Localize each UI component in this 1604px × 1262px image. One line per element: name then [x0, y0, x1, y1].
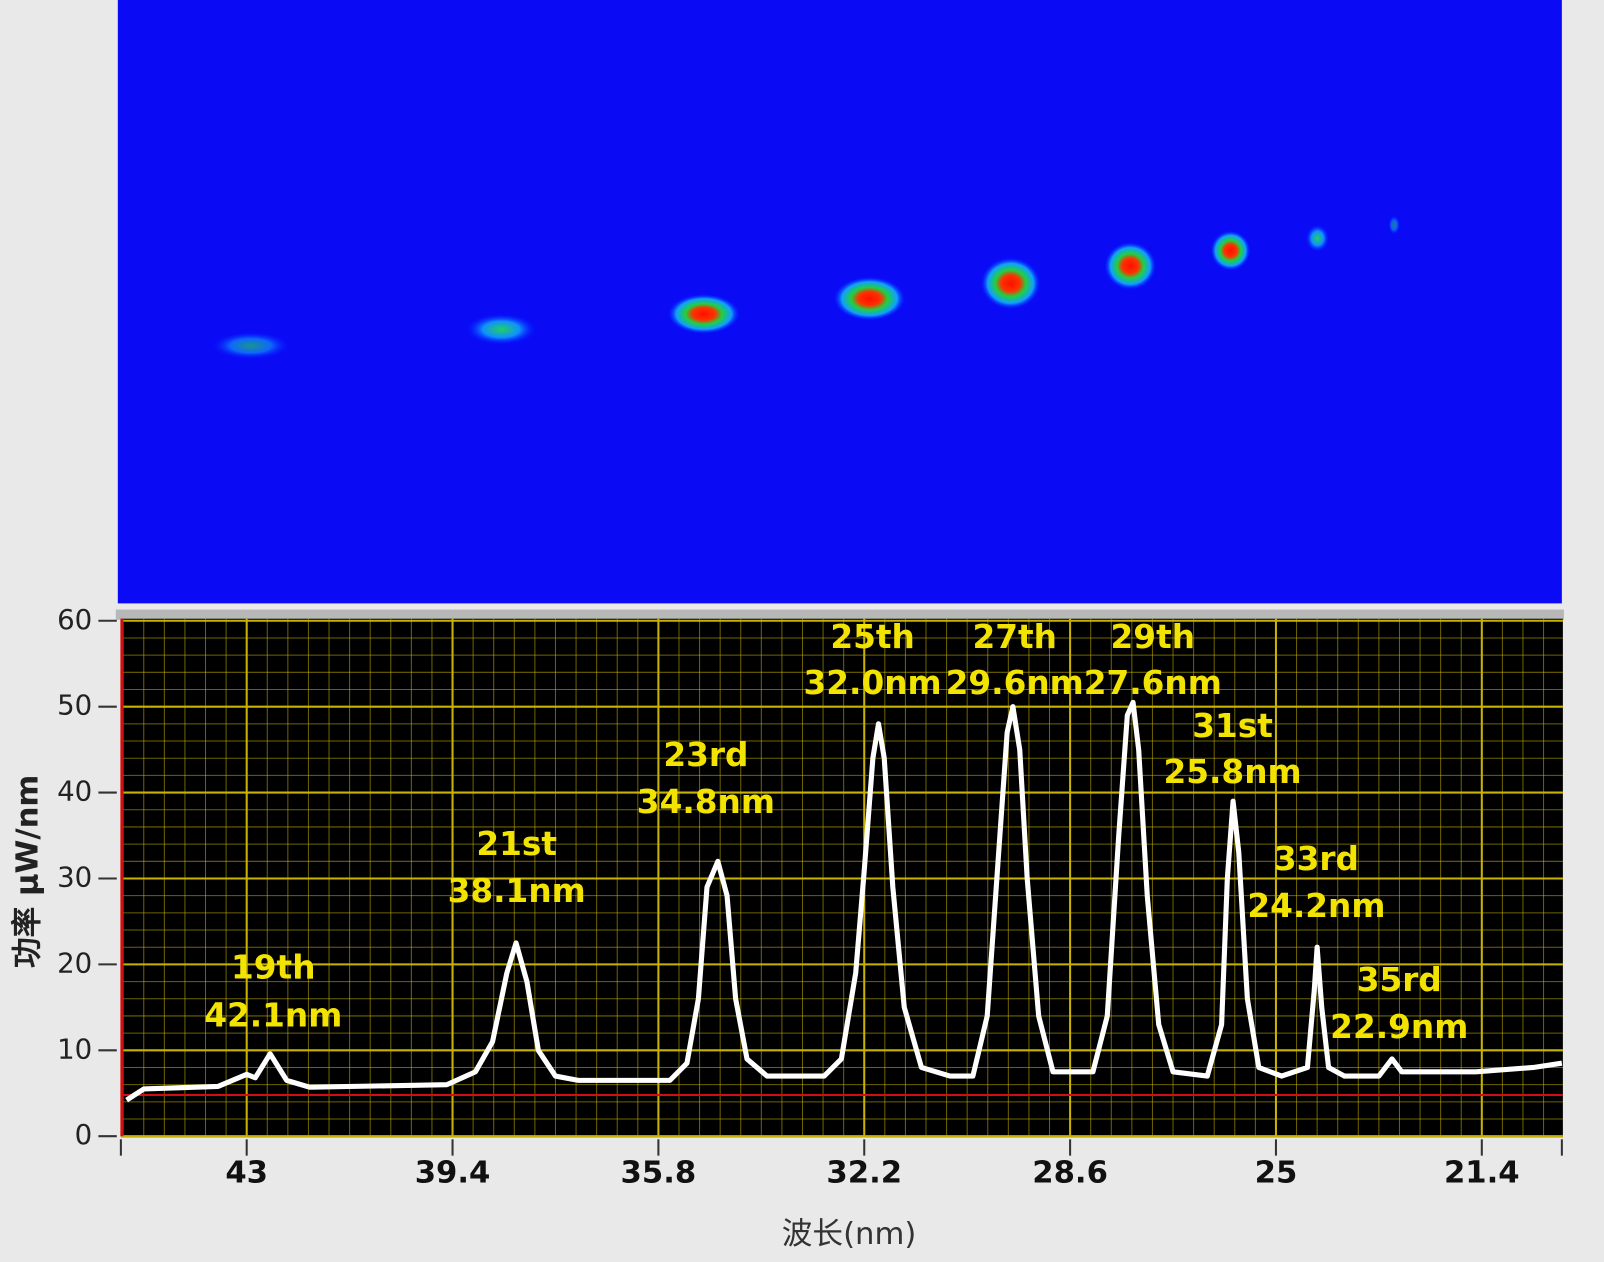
x-tick-label: 28.6: [1032, 1156, 1108, 1191]
x-tick-label: 32.2: [826, 1156, 902, 1191]
peak-wavelength: 22.9nm: [1330, 1008, 1468, 1046]
peak-order: 27th: [972, 618, 1056, 656]
peak-order: 19th: [231, 949, 315, 987]
y-tick-label: 10: [57, 1032, 92, 1065]
peak-wavelength: 42.1nm: [204, 997, 342, 1035]
spot: [832, 276, 907, 322]
y-tick-label: 60: [57, 603, 92, 636]
spectrum-line: [125, 699, 1563, 1103]
peak-order: 35rd: [1357, 961, 1442, 999]
y-axis-label: 功率 μW/nm: [10, 775, 45, 968]
y-tick-label: 40: [57, 775, 92, 808]
detector-image: [117, 0, 1562, 604]
peak-wavelength: 24.2nm: [1247, 887, 1385, 925]
spot: [209, 331, 292, 360]
peak-order: 29th: [1111, 618, 1195, 656]
spot: [1210, 230, 1251, 272]
peak-wavelength: 38.1nm: [448, 872, 586, 910]
spot: [979, 256, 1042, 310]
y-tick-label: 20: [57, 946, 92, 979]
x-tick-label: 35.8: [621, 1156, 697, 1191]
frame: [115, 609, 1564, 620]
y-tick-label: 30: [57, 860, 92, 893]
y-tick-label: 0: [75, 1118, 93, 1151]
x-tick-label: 43: [225, 1156, 268, 1191]
peak-wavelength: 34.8nm: [637, 783, 775, 821]
peak-order: 21st: [476, 825, 557, 863]
spot: [1388, 214, 1401, 236]
peak-wavelength: 29.6nm: [946, 664, 1084, 702]
peak-wavelength: 32.0nm: [804, 664, 942, 702]
peak-order: 23rd: [663, 736, 748, 774]
y-tick-label: 50: [57, 689, 92, 722]
spot: [1103, 241, 1157, 291]
spot: [667, 293, 741, 335]
peak-wavelength: 25.8nm: [1163, 753, 1301, 791]
peak-order: 25th: [830, 618, 914, 656]
x-tick-label: 39.4: [415, 1156, 491, 1191]
plot: 0 10 20 30 40 50 60 43 39.4 35.8 32.2 28.6 25 21.4 19t…: [57, 603, 1563, 1191]
spot: [464, 312, 539, 346]
x-axis-label: 波长(nm): [782, 1217, 917, 1252]
peak-order: 31st: [1192, 707, 1273, 745]
peak-order: 33rd: [1274, 840, 1359, 878]
peak-wavelength: 27.6nm: [1084, 664, 1222, 702]
x-tick-label: 25: [1255, 1156, 1298, 1191]
spot: [1305, 223, 1330, 253]
x-tick-label: 21.4: [1444, 1156, 1520, 1191]
